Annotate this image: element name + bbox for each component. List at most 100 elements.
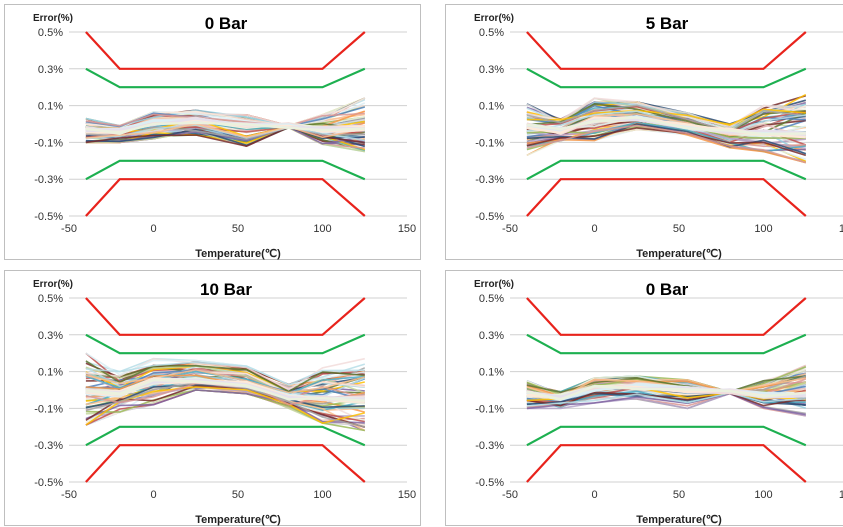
x-tick-label: 100 (754, 223, 772, 235)
y-tick-label: -0.3% (475, 174, 504, 186)
x-tick-label: 100 (313, 489, 331, 501)
y-tick-label: -0.1% (34, 137, 63, 149)
y-axis-label: Error(%) (474, 13, 514, 24)
y-tick-label: -0.1% (34, 403, 63, 415)
x-tick-label: -50 (502, 489, 518, 501)
limit-line-upper (526, 31, 807, 70)
limit-line-upper (526, 67, 807, 89)
x-tick-label: 100 (313, 223, 331, 235)
y-tick-label: -0.1% (475, 137, 504, 149)
chart-panel-0-bar-bottom: -0.5% -0.3% -0.1% 0.1% 0.3% 0.5% -50 0 50 100 150 E… (445, 270, 843, 526)
limit-line-upper (526, 297, 807, 336)
measurement-curve (85, 389, 365, 424)
limit-line-lower (85, 159, 366, 181)
x-tick-label: 50 (673, 223, 685, 235)
measurement-curve (85, 112, 365, 127)
x-tick-label: 150 (398, 489, 416, 501)
x-tick-label: 150 (839, 223, 843, 235)
y-tick-label: 0.3% (479, 64, 504, 76)
limit-line-upper (526, 333, 807, 355)
y-tick-label: 0.5% (38, 27, 63, 39)
chart-panel-5-bar: -0.5% -0.3% -0.1% 0.1% 0.3% 0.5% -50 0 50 100 150 E… (445, 4, 843, 260)
chart-svg: -0.5% -0.3% -0.1% 0.1% 0.3% 0.5% -50 0 50 100 150 E… (474, 279, 843, 526)
y-tick-label: 0.3% (38, 64, 63, 76)
limit-line-upper (85, 31, 366, 70)
x-axis-label: Temperature(℃) (636, 248, 722, 260)
measurement-curve (526, 392, 806, 407)
y-tick-label: 0.1% (479, 367, 504, 379)
y-tick-label: -0.5% (475, 211, 504, 223)
limit-line-lower (85, 444, 366, 483)
measurement-curve (85, 352, 365, 386)
limit-line-upper (85, 297, 366, 336)
x-axis-label: Temperature(℃) (636, 514, 722, 526)
measurement-curve (526, 104, 806, 133)
x-tick-label: 0 (150, 489, 156, 501)
y-tick-label: -0.5% (475, 477, 504, 489)
limit-line-upper (85, 333, 366, 355)
y-axis-label: Error(%) (33, 13, 73, 24)
y-tick-label: -0.3% (475, 440, 504, 452)
measurement-curve (526, 375, 806, 394)
y-tick-label: 0.3% (38, 330, 63, 342)
x-tick-label: 0 (591, 223, 597, 235)
y-tick-label: -0.3% (34, 440, 63, 452)
measurement-curve (85, 121, 365, 134)
y-tick-label: -0.5% (34, 477, 63, 489)
x-tick-label: 50 (673, 489, 685, 501)
chart-panel-10-bar: -0.5% -0.3% -0.1% 0.1% 0.3% 0.5% -50 0 50 100 150 E… (4, 270, 421, 526)
chart-svg: -0.5% -0.3% -0.1% 0.1% 0.3% 0.5% -50 0 50 100 150 E… (474, 13, 843, 260)
chart-panel-0-bar-top: -0.5% -0.3% -0.1% 0.1% 0.3% 0.5% -50 0 50 100 150 E… (4, 4, 421, 260)
measurement-curve (85, 378, 365, 402)
limit-line-lower (85, 425, 366, 447)
measurement-curve (526, 97, 806, 127)
measurement-curve (85, 361, 365, 386)
y-tick-label: -0.1% (475, 403, 504, 415)
x-axis-label: Temperature(℃) (195, 514, 281, 526)
measurement-curve (85, 117, 365, 131)
y-tick-label: 0.1% (479, 101, 504, 113)
chart-svg: -0.5% -0.3% -0.1% 0.1% 0.3% 0.5% -50 0 50 100 150 E… (33, 279, 416, 526)
y-tick-label: 0.5% (38, 293, 63, 305)
measurement-curve (526, 392, 806, 416)
measurement-curve (526, 127, 807, 157)
limit-line-lower (526, 425, 807, 447)
chart-title: 10 Bar (200, 280, 252, 299)
measurement-curve (526, 116, 806, 136)
x-tick-label: 0 (150, 223, 156, 235)
measurement-curve (85, 369, 365, 394)
measurement-curves (526, 364, 807, 417)
x-tick-label: -50 (61, 223, 77, 235)
x-tick-label: 50 (232, 489, 244, 501)
y-tick-label: 0.5% (479, 293, 504, 305)
limit-line-lower (85, 178, 366, 217)
x-tick-label: 150 (839, 489, 843, 501)
y-tick-label: 0.1% (38, 367, 63, 379)
chart-title: 0 Bar (205, 14, 248, 33)
measurement-curves (85, 97, 366, 153)
chart-title: 5 Bar (646, 14, 689, 33)
x-tick-label: -50 (502, 223, 518, 235)
y-tick-label: -0.5% (34, 211, 63, 223)
chart-title: 0 Bar (646, 280, 689, 299)
x-tick-label: -50 (61, 489, 77, 501)
measurement-curve (85, 357, 365, 391)
measurement-curve (526, 384, 806, 401)
x-axis-label: Temperature(℃) (195, 248, 281, 260)
measurement-curves (85, 352, 366, 432)
measurement-curve (85, 123, 365, 139)
x-tick-label: 50 (232, 223, 244, 235)
limit-line-upper (85, 67, 366, 89)
x-tick-label: 150 (398, 223, 416, 235)
y-tick-label: 0.3% (479, 330, 504, 342)
y-tick-label: 0.5% (479, 27, 504, 39)
measurement-curves (526, 93, 807, 164)
measurement-curve (85, 360, 365, 393)
chart-svg: -0.5% -0.3% -0.1% 0.1% 0.3% 0.5% -50 0 50 100 150 E… (33, 13, 416, 260)
y-tick-label: 0.1% (38, 101, 63, 113)
x-tick-label: 100 (754, 489, 772, 501)
x-tick-label: 0 (591, 489, 597, 501)
measurement-curve (85, 365, 366, 396)
y-axis-label: Error(%) (474, 279, 514, 290)
limit-line-lower (526, 178, 807, 217)
